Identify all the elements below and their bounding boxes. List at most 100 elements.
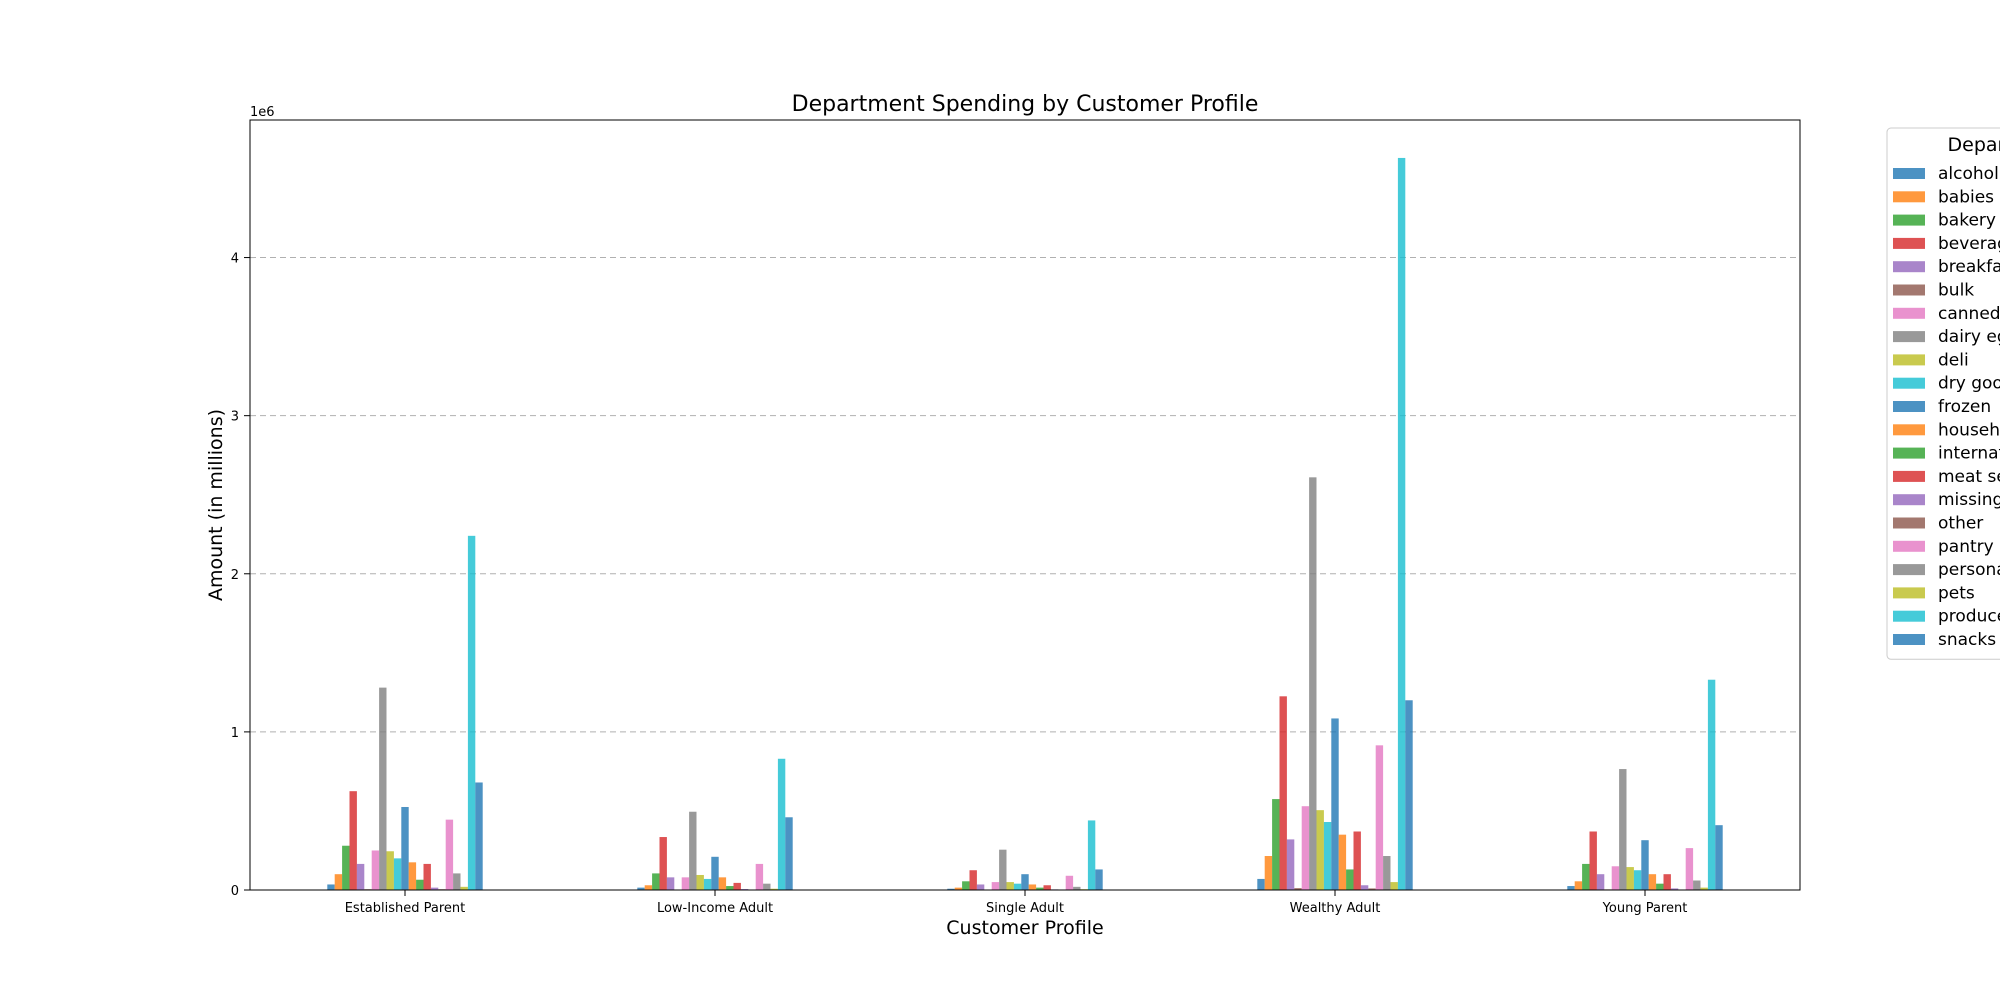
bar-babies-0 [334, 874, 343, 890]
legend-swatch [1893, 494, 1925, 506]
legend-label: bulk [1938, 281, 1974, 301]
legend-label: alcohol [1938, 164, 1999, 184]
bar-household-2 [1028, 884, 1037, 890]
legend-swatch [1893, 587, 1925, 599]
legend-label: personal care [1938, 560, 2000, 580]
bar-snacks-2 [1095, 869, 1103, 890]
bar-personal-care-2 [1073, 886, 1081, 890]
bar-canned-goods-4 [1611, 866, 1620, 890]
bar-alcohol-1 [637, 887, 645, 890]
bar-beverages-2 [969, 870, 977, 890]
y-tick-label: 3 [231, 410, 239, 425]
y-axis-ticks: 0 1 2 3 4 [231, 252, 250, 899]
bar-bakery-1 [652, 873, 660, 890]
bar-pets-0 [460, 886, 468, 890]
bar-bakery-2 [962, 881, 970, 890]
legend-swatch [1893, 540, 1925, 552]
x-tick-label: Established Parent [345, 901, 466, 916]
bar-produce-3 [1397, 157, 1406, 891]
bar-breakfast-3 [1286, 839, 1295, 890]
bar-alcohol-0 [327, 884, 335, 890]
legend-label: deli [1938, 350, 1969, 370]
bar-dry-goods-pasta-2 [1013, 883, 1022, 890]
y-axis-offset-text: 1e6 [250, 105, 275, 120]
bar-bakery-0 [342, 845, 350, 890]
bar-breakfast-2 [976, 884, 985, 890]
bar-international-0 [416, 879, 424, 890]
bar-pantry-3 [1375, 745, 1384, 890]
legend-swatch [1893, 214, 1925, 226]
x-tick-label: Wealthy Adult [1290, 901, 1381, 916]
legend-swatch [1893, 307, 1925, 319]
legend-label: other [1938, 514, 1983, 534]
bar-missing-4 [1670, 888, 1679, 890]
bar-missing-0 [430, 887, 439, 890]
bar-produce-4 [1707, 679, 1716, 890]
legend-swatch [1893, 470, 1925, 482]
bar-beverages-1 [659, 837, 667, 890]
legend-label: missing [1938, 490, 2000, 510]
bar-pantry-2 [1065, 875, 1074, 890]
legend-swatch [1893, 354, 1925, 366]
bar-dry-goods-pasta-3 [1323, 822, 1332, 890]
bar-personal-care-3 [1383, 856, 1391, 890]
bar-deli-2 [1006, 882, 1014, 890]
legend-label: frozen [1938, 397, 1991, 417]
legend-swatch [1893, 401, 1925, 412]
bar-pets-4 [1700, 887, 1708, 890]
bar-canned-goods-0 [371, 850, 380, 890]
bar-breakfast-0 [356, 863, 365, 890]
bar-dry-goods-pasta-0 [393, 858, 402, 890]
bar-babies-1 [644, 885, 653, 890]
bar-alcohol-4 [1567, 886, 1575, 890]
bar-dairy-eggs-0 [379, 687, 387, 890]
bar-produce-2 [1087, 820, 1096, 890]
bar-frozen-0 [401, 806, 409, 890]
legend-swatch [1893, 168, 1925, 179]
bar-meat-seafood-1 [733, 882, 741, 890]
grid-lines [250, 257, 1800, 733]
bar-snacks-4 [1715, 825, 1723, 890]
bar-personal-care-0 [453, 873, 461, 890]
legend: Department alcohol babies bakery beverages b… [1886, 127, 2000, 660]
x-axis-ticks: Established Parent Low-Income Adult Single… [345, 890, 1687, 916]
bar-international-1 [726, 886, 734, 890]
bar-frozen-1 [711, 856, 719, 890]
bar-other-3 [1368, 888, 1376, 890]
y-tick-label: 2 [231, 568, 239, 583]
bar-international-2 [1036, 887, 1044, 890]
legend-swatch [1893, 237, 1925, 249]
legend-label: pantry [1938, 537, 1994, 557]
y-tick-label: 1 [231, 726, 239, 741]
bar-beverages-3 [1279, 696, 1287, 890]
bar-pantry-0 [445, 819, 454, 890]
bar-dry-goods-pasta-1 [703, 878, 712, 890]
bar-household-3 [1338, 834, 1347, 890]
bar-household-1 [718, 877, 727, 890]
bar-dairy-eggs-2 [999, 849, 1007, 890]
legend-label: household [1938, 420, 2000, 440]
bar-international-3 [1346, 869, 1354, 890]
bar-babies-2 [954, 887, 963, 890]
bar-produce-1 [777, 758, 786, 890]
legend-label: international [1938, 444, 2000, 464]
bar-snacks-0 [475, 782, 483, 890]
bar-meat-seafood-2 [1043, 885, 1051, 890]
plot-frame [249, 119, 1801, 891]
legend-swatch [1893, 331, 1925, 343]
legend-label: produce [1938, 607, 2000, 627]
legend-label: pets [1938, 583, 1975, 603]
legend-swatch [1893, 610, 1925, 622]
bar-canned-goods-3 [1301, 806, 1310, 890]
bar-pantry-1 [755, 863, 764, 890]
bar-bakery-4 [1582, 863, 1590, 890]
bar-personal-care-1 [763, 883, 771, 890]
bar-deli-3 [1316, 810, 1324, 890]
bar-snacks-1 [785, 817, 793, 890]
bar-deli-0 [386, 851, 394, 890]
legend-swatch [1893, 447, 1925, 459]
legend-label: canned goods [1938, 304, 2000, 324]
bar-deli-4 [1626, 867, 1634, 890]
legend-label: meat seafood [1938, 467, 2000, 487]
